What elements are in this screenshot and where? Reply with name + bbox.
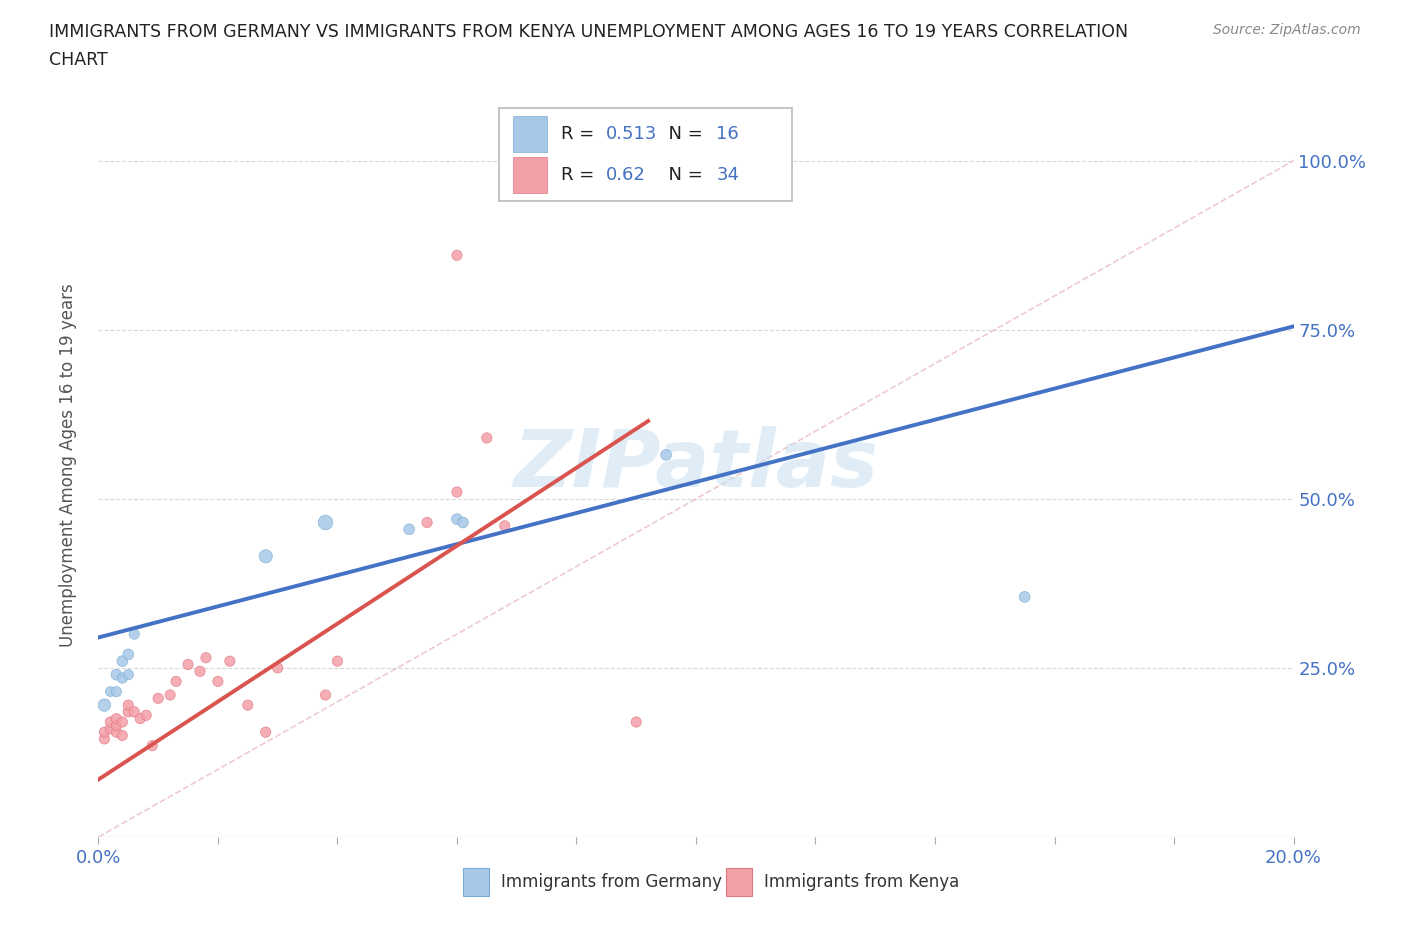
Point — [93, 724, 115, 739]
Text: Immigrants from Germany: Immigrants from Germany — [501, 872, 723, 891]
Text: IMMIGRANTS FROM GERMANY VS IMMIGRANTS FROM KENYA UNEMPLOYMENT AMONG AGES 16 TO 1: IMMIGRANTS FROM GERMANY VS IMMIGRANTS FR… — [49, 23, 1129, 41]
Point — [148, 691, 170, 706]
Y-axis label: Unemployment Among Ages 16 to 19 years: Unemployment Among Ages 16 to 19 years — [59, 283, 77, 647]
Text: 0.62: 0.62 — [606, 166, 647, 184]
Point — [98, 722, 122, 737]
Point — [254, 549, 277, 564]
Text: N =: N = — [657, 125, 709, 143]
Point — [267, 660, 290, 675]
Point — [165, 674, 187, 689]
Point — [207, 674, 229, 689]
Point — [111, 714, 134, 729]
Point — [117, 704, 139, 719]
Text: 16: 16 — [716, 125, 740, 143]
Point — [1014, 590, 1036, 604]
Text: Immigrants from Kenya: Immigrants from Kenya — [763, 872, 959, 891]
Point — [451, 515, 474, 530]
Point — [105, 667, 128, 682]
Point — [655, 447, 678, 462]
Text: 0.513: 0.513 — [606, 125, 658, 143]
Point — [124, 704, 146, 719]
Point — [254, 724, 277, 739]
Point — [98, 684, 122, 699]
Point — [111, 654, 134, 669]
Text: CHART: CHART — [49, 51, 108, 69]
Point — [111, 671, 134, 685]
Bar — [463, 868, 489, 896]
Point — [129, 711, 152, 726]
FancyBboxPatch shape — [499, 108, 792, 201]
Point — [117, 667, 139, 682]
Point — [398, 522, 420, 537]
Point — [475, 431, 498, 445]
Point — [135, 708, 157, 723]
Point — [141, 738, 163, 753]
Text: R =: R = — [561, 166, 600, 184]
Text: 34: 34 — [716, 166, 740, 184]
Point — [124, 627, 146, 642]
Point — [105, 718, 128, 733]
Text: ZIPatlas: ZIPatlas — [513, 426, 879, 504]
Bar — [513, 157, 547, 193]
Point — [195, 650, 218, 665]
Bar — [513, 116, 547, 152]
Point — [446, 512, 468, 526]
Point — [494, 518, 516, 533]
Point — [188, 664, 211, 679]
Point — [626, 714, 648, 729]
Point — [416, 515, 439, 530]
Point — [177, 658, 200, 672]
Text: N =: N = — [657, 166, 709, 184]
Point — [105, 724, 128, 739]
Point — [315, 515, 337, 530]
Point — [315, 687, 337, 702]
Text: Source: ZipAtlas.com: Source: ZipAtlas.com — [1213, 23, 1361, 37]
Point — [105, 684, 128, 699]
Point — [219, 654, 242, 669]
Point — [93, 698, 115, 712]
Point — [93, 732, 115, 747]
Point — [98, 714, 122, 729]
Point — [236, 698, 259, 712]
Bar — [725, 868, 752, 896]
Point — [117, 698, 139, 712]
Point — [117, 647, 139, 662]
Point — [446, 485, 468, 499]
Point — [326, 654, 349, 669]
Point — [111, 728, 134, 743]
Text: R =: R = — [561, 125, 600, 143]
Point — [159, 687, 181, 702]
Point — [446, 248, 468, 263]
Point — [105, 711, 128, 726]
